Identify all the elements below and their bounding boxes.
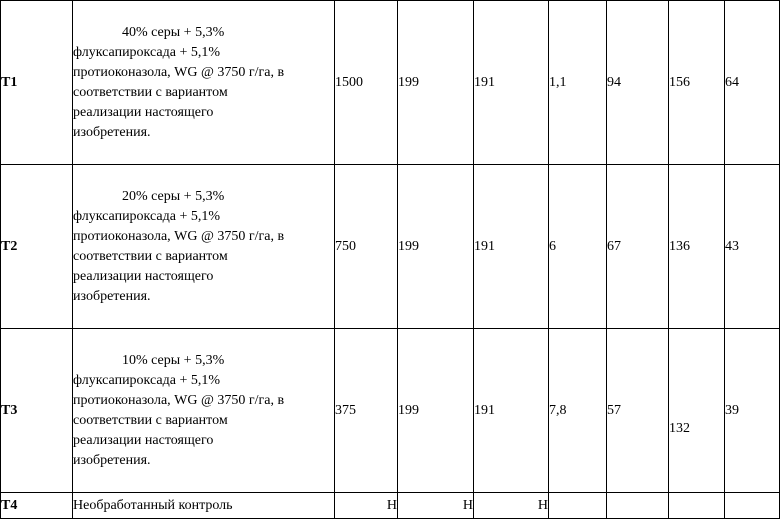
table-cell: 375 [335, 329, 398, 493]
table-row: T2 20% серы + 5,3% флуксапироксада + 5,1… [1, 165, 780, 329]
table-cell: 1,1 [549, 1, 607, 165]
table-cell: 191 [474, 329, 549, 493]
table-cell: 7,8 [549, 329, 607, 493]
treatment-id: T4 [1, 493, 73, 519]
table-cell [725, 493, 780, 519]
table-cell [549, 493, 607, 519]
table-row: T4 Необработанный контроль Н Н Н [1, 493, 780, 519]
table-cell: 67 [607, 165, 669, 329]
table-cell: 1500 [335, 1, 398, 165]
table-row: T3 10% серы + 5,3% флуксапироксада + 5,1… [1, 329, 780, 493]
treatment-description: 10% серы + 5,3% флуксапироксада + 5,1% п… [73, 329, 335, 493]
table-cell: 6 [549, 165, 607, 329]
treatment-id: T2 [1, 165, 73, 329]
table-cell: 64 [725, 1, 780, 165]
table-cell: 191 [474, 1, 549, 165]
table-cell: 43 [725, 165, 780, 329]
table-cell: 191 [474, 165, 549, 329]
table-cell: 39 [725, 329, 780, 493]
table-cell: 199 [398, 165, 474, 329]
table-cell: 156 [669, 1, 725, 165]
treatment-id: T3 [1, 329, 73, 493]
treatment-id: T1 [1, 1, 73, 165]
table-cell: 750 [335, 165, 398, 329]
table-cell [669, 493, 725, 519]
table-cell: 132 [669, 329, 725, 493]
table-cell: 199 [398, 1, 474, 165]
table-cell: 199 [398, 329, 474, 493]
treatment-description: 40% серы + 5,3% флуксапироксада + 5,1% п… [73, 1, 335, 165]
table-cell: 136 [669, 165, 725, 329]
table-cell: Н [335, 493, 398, 519]
treatment-description: 20% серы + 5,3% флуксапироксада + 5,1% п… [73, 165, 335, 329]
table-cell: Н [474, 493, 549, 519]
treatment-description: Необработанный контроль [73, 493, 335, 519]
table-cell [607, 493, 669, 519]
table-cell: 94 [607, 1, 669, 165]
table-row: T1 40% серы + 5,3% флуксапироксада + 5,1… [1, 1, 780, 165]
table-cell: 57 [607, 329, 669, 493]
table-cell: Н [398, 493, 474, 519]
